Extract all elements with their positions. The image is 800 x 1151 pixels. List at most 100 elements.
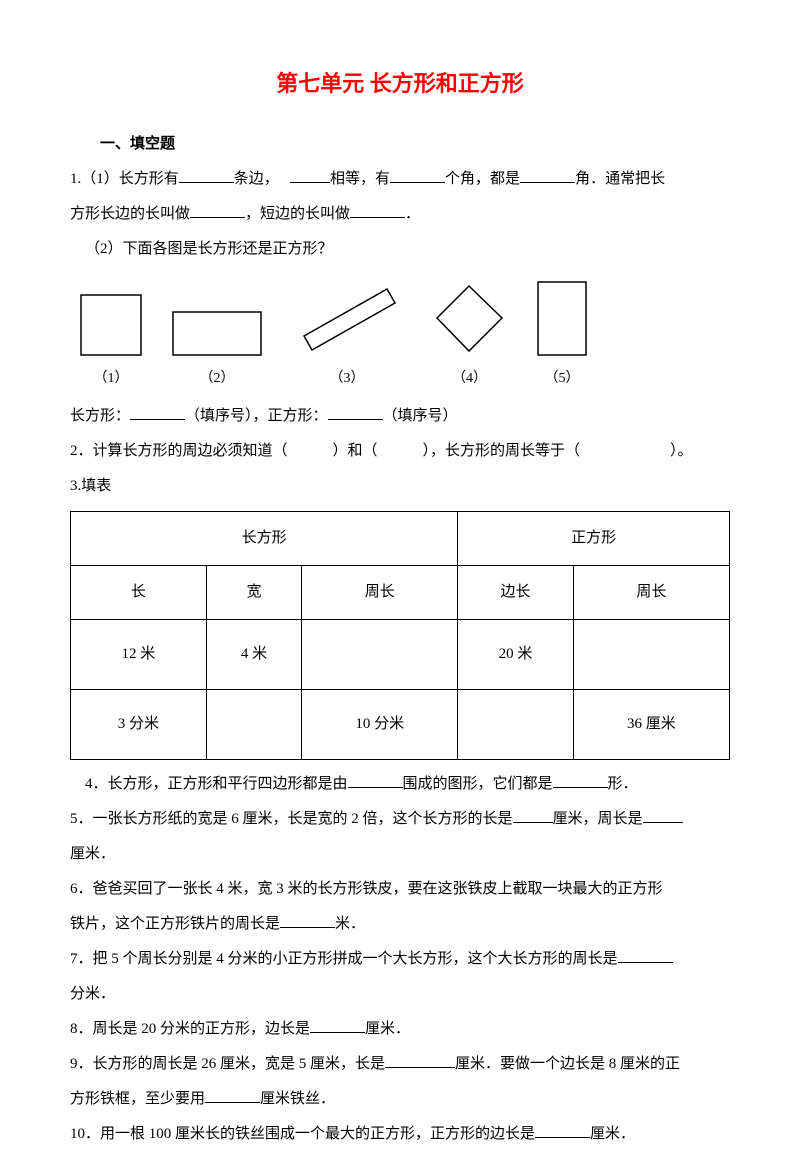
cell: 3 分米: [71, 690, 207, 760]
question-4: 4．长方形，正方形和平行四边形都是由围成的图形，它们都是形．: [70, 768, 730, 801]
th-length: 长: [71, 566, 207, 620]
blank: [130, 402, 185, 420]
q1-text-h: ．: [405, 206, 420, 222]
page-title: 第七单元 长方形和正方形: [70, 60, 730, 108]
cell: 20 米: [458, 620, 574, 690]
table-row: 12 米 4 米 20 米: [71, 620, 730, 690]
q1-text-e: 角．通常把长: [575, 171, 665, 187]
blank: [290, 165, 330, 183]
th-rect: 长方形: [71, 512, 458, 566]
table-header-row-1: 长方形 正方形: [71, 512, 730, 566]
blank: [348, 770, 403, 788]
tall-rectangle-icon: [537, 281, 587, 356]
q1-text-c: 相等，有: [330, 171, 390, 187]
cell: 36 厘米: [573, 690, 729, 760]
shape-label-3: （3）: [330, 364, 365, 395]
shape-label-4: （4）: [452, 364, 487, 395]
q8-a: 8．周长是 20 分米的正方形，边长是: [70, 1021, 310, 1037]
q5-a: 5．一张长方形纸的宽是 6 厘米，长是宽的 2 倍，这个长方形的长是: [70, 811, 513, 827]
cell: 4 米: [206, 620, 301, 690]
shape-5: （5）: [537, 281, 587, 395]
shape-4: （4）: [432, 281, 507, 395]
shapes-table: 长方形 正方形 长 宽 周长 边长 周长 12 米 4 米 20 米 3 分米 …: [70, 511, 730, 760]
blank: [643, 805, 683, 823]
blank: [553, 770, 608, 788]
question-1-part1: 1.（1）长方形有 条边， 相等，有 个角，都是 角．通常把长: [70, 163, 730, 196]
shapeans-a: 长方形：: [70, 408, 130, 424]
shape-answer-line: 长方形： （填序号），正方形： （填序号）: [70, 400, 730, 433]
th-perimeter2: 周长: [573, 566, 729, 620]
blank: [179, 165, 234, 183]
th-width: 宽: [206, 566, 301, 620]
question-8: 8．周长是 20 分米的正方形，边长是 厘米．: [70, 1013, 730, 1046]
th-square: 正方形: [458, 512, 730, 566]
question-9-line1: 9．长方形的周长是 26 厘米，宽是 5 厘米，长是 厘米．要做一个边长是 8 厘…: [70, 1048, 730, 1081]
q1-text-a: 1.（1）长方形有: [70, 171, 179, 187]
blank: [190, 200, 245, 218]
blank: [385, 1050, 455, 1068]
blank: [328, 402, 383, 420]
tilted-rectangle-icon: [292, 281, 402, 356]
question-6-line2: 铁片，这个正方形铁片的周长是 米．: [70, 908, 730, 941]
question-10: 10．用一根 100 厘米长的铁丝围成一个最大的正方形，正方形的边长是 厘米．: [70, 1118, 730, 1151]
shape-1: （1）: [80, 294, 142, 395]
question-1-part1-line2: 方形长边的长叫做 ，短边的长叫做 ．: [70, 198, 730, 231]
q9-b: 厘米．要做一个边长是 8 厘米的正: [455, 1056, 680, 1072]
q9-d: 厘米铁丝．: [260, 1091, 335, 1107]
q10-a: 10．用一根 100 厘米长的铁丝围成一个最大的正方形，正方形的边长是: [70, 1126, 535, 1142]
cell: [458, 690, 574, 760]
q4-c: 形．: [608, 776, 638, 792]
cell: [206, 690, 301, 760]
rectangle-icon: [172, 311, 262, 356]
question-9-line2: 方形铁框，至少要用 厘米铁丝．: [70, 1083, 730, 1116]
table-row: 3 分米 10 分米 36 厘米: [71, 690, 730, 760]
q6-b: 铁片，这个正方形铁片的周长是: [70, 916, 280, 932]
q5-b: 厘米，周长是: [553, 811, 643, 827]
shapeans-b: （填序号），正方形：: [185, 408, 328, 424]
cell: [302, 620, 458, 690]
question-1-part2: （2）下面各图是长方形还是正方形？: [70, 233, 730, 266]
shape-label-1: （1）: [94, 364, 129, 395]
question-5: 5．一张长方形纸的宽是 6 厘米，长是宽的 2 倍，这个长方形的长是 厘米，周长是: [70, 803, 730, 836]
shape-2: （2）: [172, 311, 262, 395]
blank: [513, 805, 553, 823]
question-7-line2: 分米．: [70, 978, 730, 1011]
q1-text-f: 方形长边的长叫做: [70, 206, 190, 222]
blank: [280, 910, 335, 928]
q7-a: 7．把 5 个周长分别是 4 分米的小正方形拼成一个大长方形，这个大长方形的周长…: [70, 951, 618, 967]
shapes-row: （1） （2） （3） （4） （5）: [80, 281, 730, 395]
question-3: 3.填表: [70, 470, 730, 503]
shapeans-c: （填序号）: [383, 408, 458, 424]
cell: [573, 620, 729, 690]
table-header-row-2: 长 宽 周长 边长 周长: [71, 566, 730, 620]
q9-a: 9．长方形的周长是 26 厘米，宽是 5 厘米，长是: [70, 1056, 385, 1072]
q6-c: 米．: [335, 916, 365, 932]
q4-a: 4．长方形，正方形和平行四边形都是由: [85, 776, 348, 792]
th-side: 边长: [458, 566, 574, 620]
section-1-header: 一、填空题: [70, 128, 730, 161]
blank: [520, 165, 575, 183]
blank: [350, 200, 405, 218]
q1-text-d: 个角，都是: [445, 171, 520, 187]
cell: 10 分米: [302, 690, 458, 760]
question-6-line1: 6．爸爸买回了一张长 4 米，宽 3 米的长方形铁皮，要在这张铁皮上截取一块最大…: [70, 873, 730, 906]
q1-text-b: 条边，: [234, 171, 279, 187]
q9-c: 方形铁框，至少要用: [70, 1091, 205, 1107]
shape-3: （3）: [292, 281, 402, 395]
th-perimeter: 周长: [302, 566, 458, 620]
blank: [390, 165, 445, 183]
q1-text-g: ，短边的长叫做: [245, 206, 350, 222]
blank: [310, 1015, 365, 1033]
shape-label-5: （5）: [545, 364, 580, 395]
question-5-line2: 厘米．: [70, 838, 730, 871]
q8-b: 厘米．: [365, 1021, 410, 1037]
cell: 12 米: [71, 620, 207, 690]
blank: [535, 1120, 590, 1138]
shape-label-2: （2）: [200, 364, 235, 395]
diamond-icon: [432, 281, 507, 356]
question-2: 2．计算长方形的周边必须知道（ ）和（ ），长方形的周长等于（ ）。: [70, 435, 730, 468]
square-icon: [80, 294, 142, 356]
question-7-line1: 7．把 5 个周长分别是 4 分米的小正方形拼成一个大长方形，这个大长方形的周长…: [70, 943, 730, 976]
blank: [205, 1085, 260, 1103]
q10-b: 厘米．: [590, 1126, 635, 1142]
